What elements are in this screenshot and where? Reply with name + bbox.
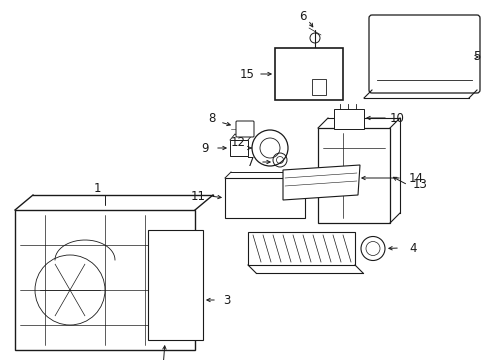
FancyBboxPatch shape (148, 230, 203, 340)
FancyBboxPatch shape (274, 48, 342, 100)
Text: 9: 9 (201, 141, 208, 154)
Text: 1: 1 (93, 181, 101, 194)
Text: 16: 16 (282, 57, 295, 67)
Polygon shape (283, 165, 359, 200)
Text: 3: 3 (223, 293, 230, 306)
Text: 17: 17 (282, 81, 295, 91)
FancyBboxPatch shape (333, 109, 363, 129)
Text: 7: 7 (247, 156, 254, 168)
Text: 8: 8 (208, 112, 215, 125)
FancyBboxPatch shape (317, 128, 389, 223)
Text: 5: 5 (473, 50, 480, 63)
FancyBboxPatch shape (368, 15, 479, 93)
Text: 6: 6 (299, 10, 306, 23)
FancyBboxPatch shape (15, 210, 195, 350)
Text: 14: 14 (407, 171, 423, 184)
Text: 15: 15 (239, 68, 254, 81)
FancyBboxPatch shape (247, 232, 354, 265)
FancyBboxPatch shape (224, 178, 305, 218)
Text: 13: 13 (412, 179, 427, 192)
FancyBboxPatch shape (236, 121, 253, 137)
Text: 12: 12 (230, 136, 245, 149)
Text: 11: 11 (190, 189, 205, 202)
FancyBboxPatch shape (229, 140, 247, 156)
Text: 10: 10 (389, 112, 404, 125)
Text: 4: 4 (408, 242, 416, 255)
FancyBboxPatch shape (311, 79, 325, 95)
